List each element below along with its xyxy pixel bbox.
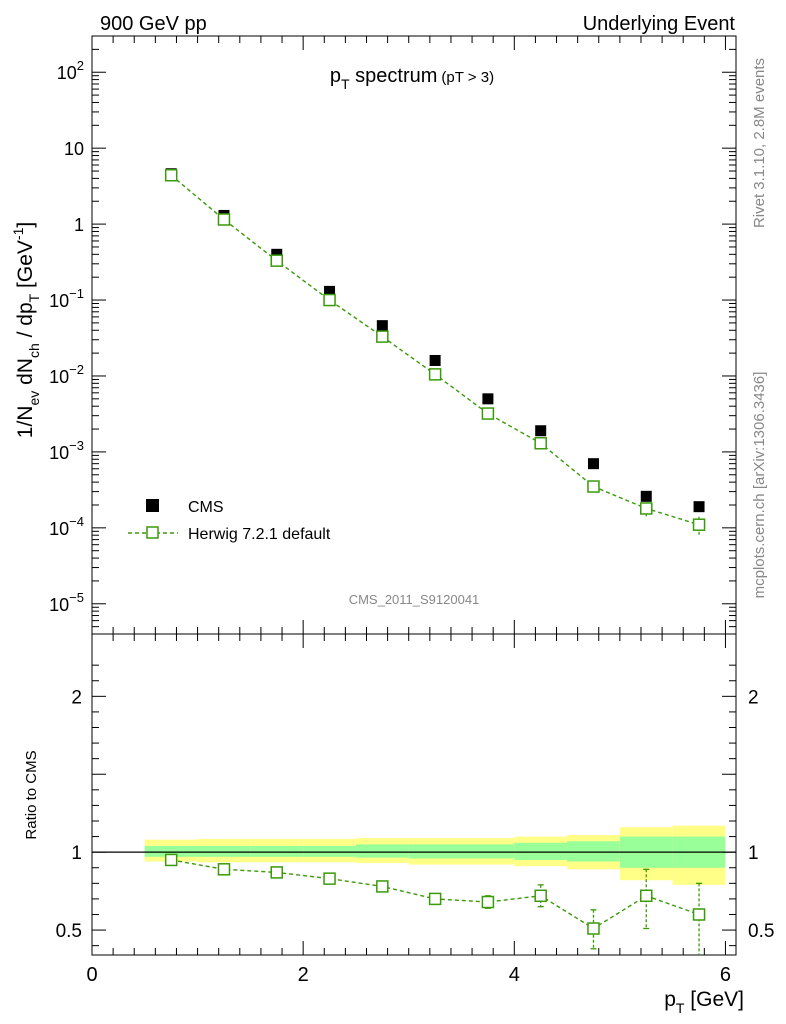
x-tick-label: 2 xyxy=(298,964,309,986)
herwig-point xyxy=(217,213,231,226)
cms-point xyxy=(482,393,494,405)
herwig-ratio-point xyxy=(270,866,284,879)
ratio-frame xyxy=(91,633,737,956)
cms-point xyxy=(693,501,705,513)
header-right: Underlying Event xyxy=(583,13,736,35)
ratio-y-axis-label: Ratio to CMS xyxy=(23,750,40,839)
herwig-ratio-point xyxy=(164,853,178,867)
herwig-point xyxy=(428,368,442,381)
x-tick-label: 4 xyxy=(509,964,520,986)
legend-label-cms: CMS xyxy=(188,499,224,516)
herwig-ratio-point xyxy=(692,908,706,921)
legend-marker-herwig xyxy=(146,526,159,539)
main-frame xyxy=(91,35,737,635)
ratio-y-tick-label: 2 xyxy=(71,687,82,708)
cms-point xyxy=(640,490,652,502)
ratio-y-tick-label: 1 xyxy=(71,843,82,864)
ratio-band-green xyxy=(514,842,568,860)
ratio-band-green xyxy=(197,845,251,857)
herwig-point xyxy=(587,480,600,493)
herwig-ratio-point xyxy=(217,863,231,876)
ratio-band-green xyxy=(408,844,462,859)
main-y-tick-label: 10−5 xyxy=(49,590,84,615)
herwig-point xyxy=(534,437,547,450)
legend-marker-cms xyxy=(146,499,159,512)
main-y-tick-label: 1 xyxy=(74,215,84,235)
herwig-ratio-point xyxy=(481,895,495,909)
cms-point xyxy=(587,458,599,470)
herwig-point xyxy=(323,293,336,307)
cms-point xyxy=(324,285,336,297)
cms-point xyxy=(535,425,547,437)
ratio-y-tick-label-right: 0.5 xyxy=(748,921,774,942)
main-y-tick-label: 10−1 xyxy=(49,286,84,311)
ratio-panel: 0 2 4 6 0.5 0.5 1 1 2 2 xyxy=(56,620,774,986)
herwig-ratio-point xyxy=(640,889,653,903)
herwig-point xyxy=(692,518,706,531)
cms-point xyxy=(271,248,283,260)
x-axis-label: pT [GeV] xyxy=(664,988,744,1016)
ratio-band-green xyxy=(144,845,198,857)
herwig-ratio-point xyxy=(323,872,336,885)
ratio-band-green xyxy=(355,844,409,858)
herwig-ratio-point xyxy=(534,889,547,903)
main-y-tick-label: 10−4 xyxy=(49,514,84,539)
ratio-y-tick-label-right: 1 xyxy=(748,843,759,864)
herwig-point xyxy=(270,254,284,267)
cms-point xyxy=(429,354,441,366)
ratio-y-tick-label-right: 2 xyxy=(748,687,759,708)
ratio-band-green xyxy=(250,845,304,857)
ratio-band-green xyxy=(461,844,515,859)
analysis-id: CMS_2011_S9120041 xyxy=(349,592,480,607)
ratio-y-tick-label: 0.5 xyxy=(56,921,82,942)
ratio-band-green xyxy=(303,845,356,857)
herwig-point xyxy=(164,168,178,182)
herwig-line xyxy=(170,174,700,526)
main-y-tick-label: 10−2 xyxy=(49,362,84,387)
header-left: 900 GeV pp xyxy=(100,13,207,35)
x-tick-label: 0 xyxy=(86,964,97,986)
herwig-point xyxy=(481,407,495,420)
main-y-tick-label: 10−3 xyxy=(49,438,84,463)
ratio-band-green xyxy=(567,841,620,862)
legend-label-herwig: Herwig 7.2.1 default xyxy=(188,526,331,543)
ratio-uncertainty-bands xyxy=(144,825,726,885)
cms-point xyxy=(376,320,388,332)
legend: CMS Herwig 7.2.1 default xyxy=(128,499,331,543)
main-y-tick-label: 10 xyxy=(64,139,84,159)
herwig-point xyxy=(376,330,389,343)
main-y-tick-label: 102 xyxy=(57,58,84,83)
herwig-ratio-point xyxy=(428,892,442,906)
main-panel: 10−5 10−4 10−3 10−2 10−1 1 10 102 xyxy=(49,35,737,635)
rivet-label: Rivet 3.1.10, 2.8M events xyxy=(751,58,768,228)
main-y-axis-label: 1/Nev dNch / dpT [GeV-1] xyxy=(10,222,42,438)
herwig-point xyxy=(640,502,653,515)
plot-title: pT spectrum (pT > 3) xyxy=(330,65,494,92)
herwig-ratio-point xyxy=(587,922,600,935)
mcplots-label: mcplots.cern.ch [arXiv:1306.3436] xyxy=(751,372,768,599)
herwig-ratio-point xyxy=(376,880,389,893)
x-tick-label: 6 xyxy=(720,964,731,986)
